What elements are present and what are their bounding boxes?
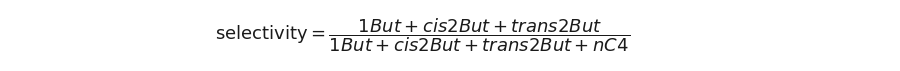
Text: $\mathrm{selectivity} = \dfrac{1But + cis2But + trans2But}{1But + cis2But + tran: $\mathrm{selectivity} = \dfrac{1But + ci…	[215, 17, 631, 54]
